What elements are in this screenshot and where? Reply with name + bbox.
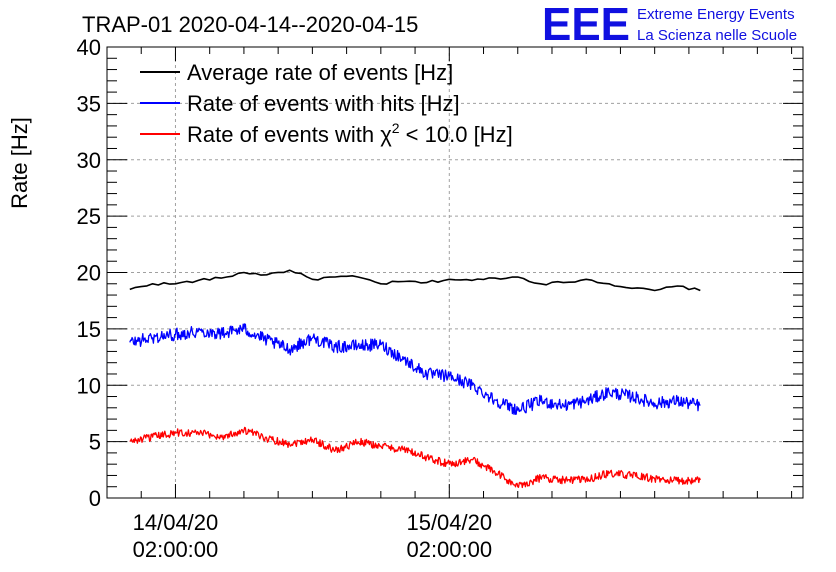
y-tick-label: 40 <box>77 35 101 60</box>
axis-layer: 051015202530354014/04/2002:00:0015/04/20… <box>77 35 803 562</box>
y-tick-label: 10 <box>77 373 101 398</box>
eee-logo-line2: La Scienza nelle Scuole <box>637 27 797 44</box>
y-tick-label: 20 <box>77 261 101 286</box>
x-tick-label-date: 15/04/20 <box>406 510 492 535</box>
series-line-chi2 <box>129 426 701 489</box>
legend-label-chi2-main: Rate of events with χ <box>187 122 392 147</box>
series-line-hits <box>129 323 701 415</box>
eee-logo-line1: Extreme Energy Events <box>637 6 795 23</box>
y-tick-label: 0 <box>89 486 101 511</box>
x-tick-label-date: 14/04/20 <box>133 510 219 535</box>
series-line-average <box>129 269 701 292</box>
y-tick-label: 35 <box>77 91 101 116</box>
y-tick-label: 15 <box>77 317 101 342</box>
chart-title: TRAP-01 2020-04-14--2020-04-15 <box>82 12 418 37</box>
y-tick-label: 5 <box>89 430 101 455</box>
y-axis-label: Rate [Hz] <box>7 117 32 209</box>
grid-layer <box>107 47 803 498</box>
legend-label-chi2: Rate of events with χ2 < 10.0 [Hz] <box>187 120 513 147</box>
legend-label-average: Average rate of events [Hz] <box>187 60 453 85</box>
eee-logo: EEE Extreme Energy Events La Scienza nel… <box>542 0 797 50</box>
legend: Average rate of events [Hz] Rate of even… <box>140 60 513 147</box>
y-tick-label: 30 <box>77 148 101 173</box>
x-tick-label-time: 02:00:00 <box>133 537 219 562</box>
legend-label-chi2-sup: 2 <box>392 120 400 136</box>
eee-logo-letters: EEE <box>542 0 630 50</box>
legend-label-hits: Rate of events with hits [Hz] <box>187 91 460 116</box>
legend-label-chi2-rest: < 10.0 [Hz] <box>400 122 513 147</box>
x-tick-label-time: 02:00:00 <box>406 537 492 562</box>
y-tick-label: 25 <box>77 204 101 229</box>
series-layer <box>129 269 701 489</box>
